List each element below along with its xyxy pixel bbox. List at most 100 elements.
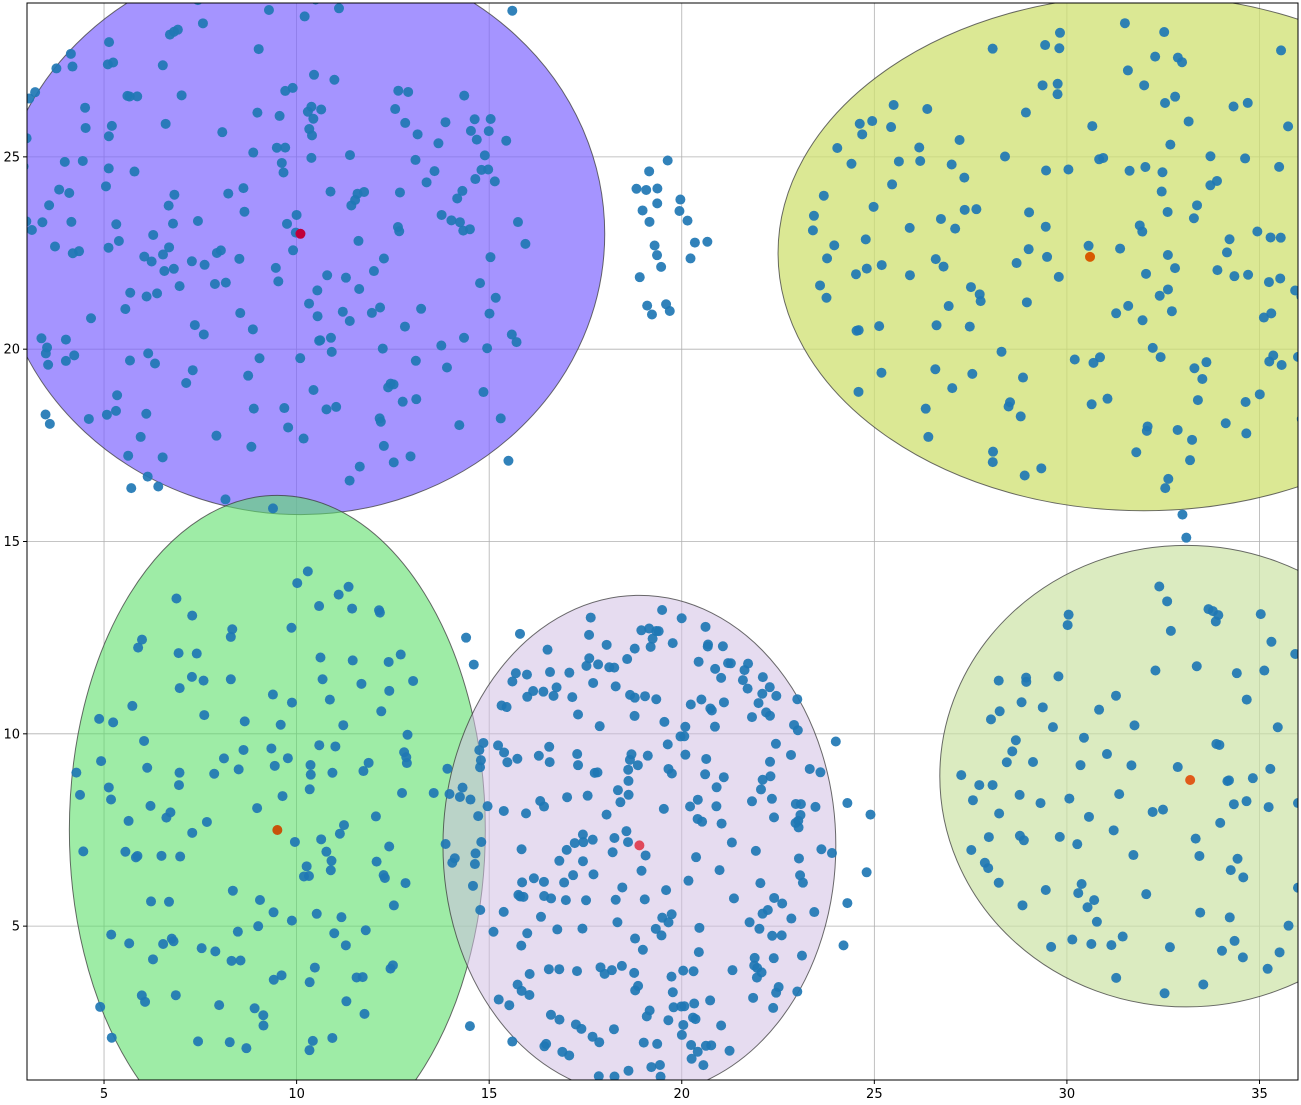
data-point [1110, 690, 1121, 701]
data-point [120, 303, 131, 314]
data-point [771, 690, 782, 701]
data-point [516, 985, 527, 996]
data-point [1053, 671, 1064, 682]
data-point [860, 234, 871, 245]
data-point [1089, 895, 1100, 906]
data-point [1134, 220, 1145, 231]
data-point [374, 413, 385, 424]
data-point [587, 834, 598, 845]
data-point [484, 308, 495, 319]
data-point [436, 209, 447, 220]
data-point [1265, 763, 1276, 774]
data-point [568, 870, 579, 881]
data-point [124, 938, 135, 949]
data-point [1018, 372, 1029, 383]
data-point [174, 767, 185, 778]
data-point [769, 892, 780, 903]
data-point [353, 235, 364, 246]
data-point [1140, 162, 1151, 173]
y-tick-label: 15 [3, 535, 20, 550]
data-point [876, 367, 887, 378]
data-point [376, 706, 387, 717]
data-point [776, 930, 787, 941]
data-point [334, 828, 345, 839]
data-point [106, 929, 117, 940]
data-point [520, 238, 531, 249]
data-point [694, 922, 705, 933]
data-point [83, 413, 94, 424]
data-point [1101, 749, 1112, 760]
data-point [764, 682, 775, 693]
data-point [393, 85, 404, 96]
data-point [232, 926, 243, 937]
data-point [541, 1038, 552, 1049]
data-point [211, 430, 222, 441]
data-point [490, 292, 501, 303]
data-point [65, 48, 76, 59]
data-point [1162, 596, 1173, 607]
data-point [295, 353, 306, 364]
data-point [868, 201, 879, 212]
data-point [658, 803, 669, 814]
data-point [646, 309, 657, 320]
data-point [662, 739, 673, 750]
data-point [1150, 665, 1161, 676]
data-point [276, 157, 287, 168]
data-point [507, 1036, 518, 1047]
data-point [1191, 661, 1202, 672]
data-point [1205, 151, 1216, 162]
data-point [679, 1001, 690, 1012]
data-point [301, 861, 312, 872]
data-point [325, 332, 336, 343]
data-point [397, 788, 408, 799]
data-point [657, 605, 668, 616]
data-point [930, 364, 941, 375]
data-point [1242, 97, 1253, 108]
data-point [493, 994, 504, 1005]
data-point [239, 206, 250, 217]
data-point [959, 172, 970, 183]
data-point [258, 1020, 269, 1031]
data-point [193, 1036, 204, 1047]
data-point [560, 895, 571, 906]
data-point [737, 675, 748, 686]
data-point [254, 895, 265, 906]
data-point [746, 712, 757, 723]
data-point [459, 90, 470, 101]
data-point [609, 1071, 620, 1080]
data-point [1042, 251, 1053, 262]
data-point [593, 1071, 604, 1080]
data-point [292, 578, 303, 589]
data-point [347, 655, 358, 666]
data-point [659, 716, 670, 727]
data-point [60, 355, 71, 366]
scatter-points [27, 3, 1298, 1080]
data-point [511, 337, 522, 348]
data-point [173, 648, 184, 659]
data-point [904, 222, 915, 233]
data-point [1223, 775, 1234, 786]
data-point [493, 740, 504, 751]
data-point [60, 334, 71, 345]
data-point [1232, 853, 1243, 864]
data-point [315, 652, 326, 663]
data-point [1162, 249, 1173, 260]
data-point [959, 204, 970, 215]
data-point [327, 767, 338, 778]
data-point [288, 245, 299, 256]
data-point [454, 420, 465, 431]
data-point [1220, 418, 1231, 429]
data-point [327, 1032, 338, 1043]
data-point [495, 413, 506, 424]
data-point [623, 837, 634, 848]
data-point [1005, 397, 1016, 408]
data-point [410, 154, 421, 165]
data-point [1086, 399, 1097, 410]
data-point [227, 885, 238, 896]
data-point [499, 747, 510, 758]
data-point [956, 770, 967, 781]
data-point [507, 676, 518, 687]
data-point [592, 767, 603, 778]
data-point [36, 333, 47, 344]
data-point [629, 967, 640, 978]
